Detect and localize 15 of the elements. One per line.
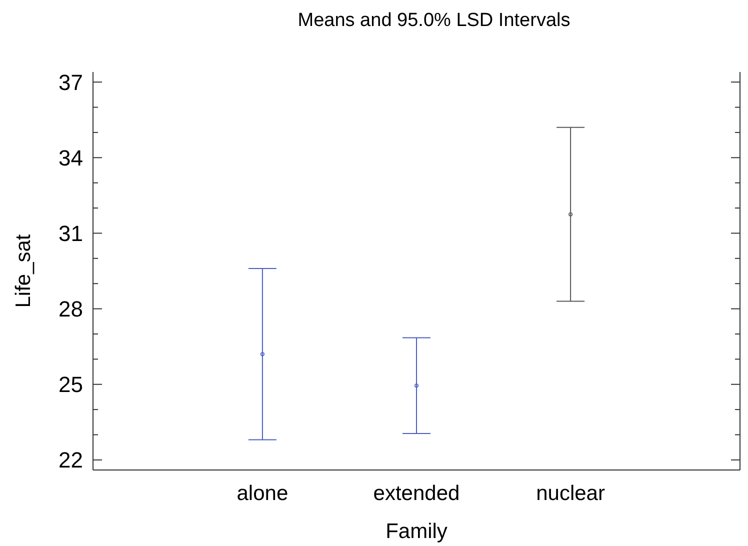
y-axis-title: Life_sat <box>12 234 35 308</box>
chart-title: Means and 95.0% LSD Intervals <box>298 10 570 31</box>
x-tick-label: alone <box>236 482 288 505</box>
y-tick-label: 34 <box>58 145 83 170</box>
y-tick-label: 22 <box>58 448 83 473</box>
x-tick-label: extended <box>373 482 460 505</box>
point <box>414 384 418 388</box>
y-tick-label: 31 <box>58 220 83 246</box>
x-axis-title: Family <box>386 520 448 543</box>
point <box>568 212 573 216</box>
y-tick-label: 25 <box>58 372 83 398</box>
y-tick-label: 37 <box>58 70 83 95</box>
x-tick-label: nuclear <box>536 482 605 505</box>
y-tick-label: 28 <box>58 296 83 322</box>
point <box>260 352 264 356</box>
